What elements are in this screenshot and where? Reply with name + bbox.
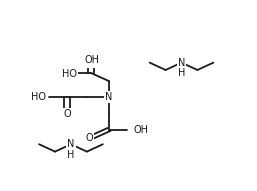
Text: OH: OH [84, 55, 99, 66]
Text: O: O [65, 68, 72, 78]
Text: HO: HO [62, 69, 77, 79]
Text: H: H [178, 68, 185, 78]
Text: O: O [85, 133, 93, 143]
Text: HO: HO [31, 92, 46, 102]
Text: O: O [88, 57, 96, 67]
Text: H: H [67, 150, 75, 159]
Text: N: N [105, 92, 113, 102]
Text: N: N [178, 58, 185, 68]
Text: N: N [67, 139, 75, 149]
Text: OH: OH [134, 125, 149, 134]
Text: O: O [63, 109, 71, 119]
